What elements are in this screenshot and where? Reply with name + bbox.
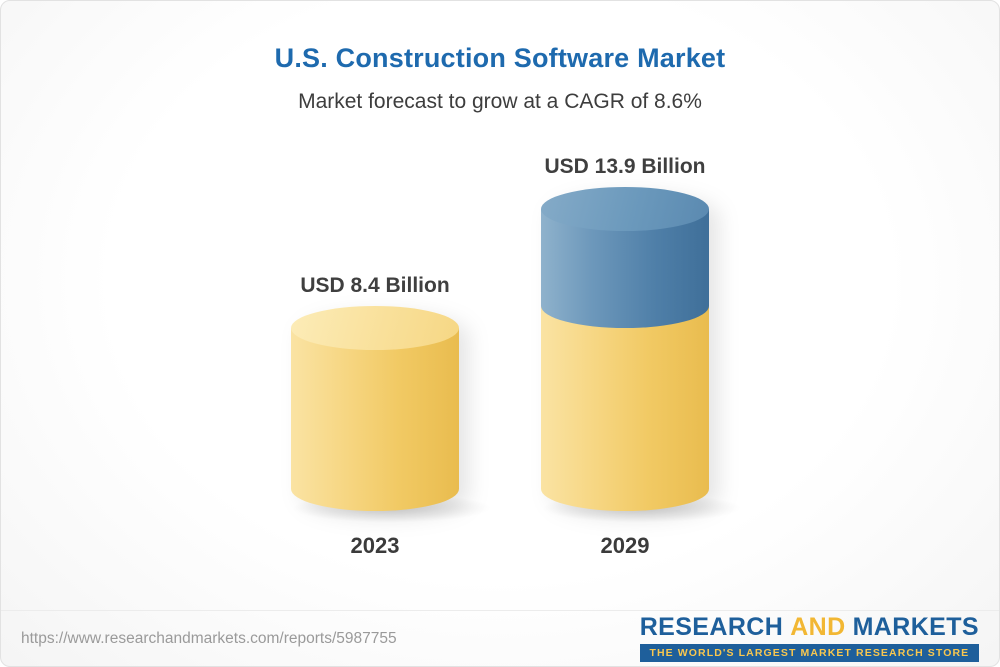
footer: https://www.researchandmarkets.com/repor… — [1, 610, 999, 666]
bar-group-2029: USD 13.9 Billion 2029 — [538, 155, 745, 558]
logo-tagline: THE WORLD'S LARGEST MARKET RESEARCH STOR… — [639, 644, 979, 662]
logo-word-markets: MARKETS — [852, 613, 979, 641]
subtitle: Market forecast to grow at a CAGR of 8.6… — [298, 90, 702, 113]
logo-word-and: AND — [790, 613, 846, 641]
cylinder-shadow — [538, 493, 745, 523]
research-and-markets-logo: RESEARCH AND MARKETS THE WORLD'S LARGEST M… — [639, 615, 979, 662]
logo-word-research: RESEARCH — [639, 613, 784, 641]
value-label-2023: USD 8.4 Billion — [300, 274, 450, 297]
cylinder-top-ellipse — [541, 187, 709, 231]
category-label-2029: 2029 — [600, 533, 650, 558]
value-label-2029: USD 13.9 Billion — [544, 155, 706, 178]
growth-segment-2029 — [541, 187, 709, 328]
report-url-link[interactable]: https://www.researchandmarkets.com/repor… — [21, 629, 397, 647]
cylinder-shadow — [288, 493, 495, 523]
cylinder-top-ellipse — [291, 306, 459, 350]
cylinder-2029 — [541, 187, 709, 511]
category-label-2023: 2023 — [350, 533, 400, 558]
logo-wordmark: RESEARCH AND MARKETS — [640, 615, 979, 640]
cylinder-2023 — [291, 306, 459, 511]
bar-group-2023: USD 8.4 Billion 2023 — [288, 274, 495, 558]
header: U.S. Construction Software Market Market… — [1, 1, 999, 114]
page-title: U.S. Construction Software Market — [274, 43, 726, 73]
